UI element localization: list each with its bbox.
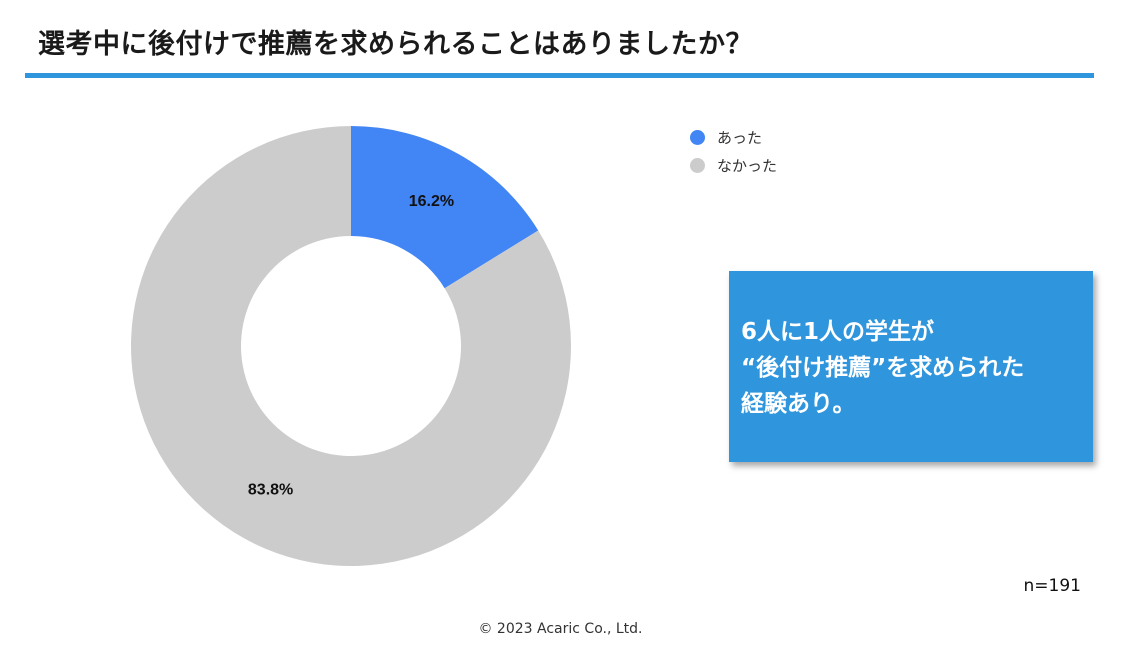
title-underline — [25, 73, 1094, 78]
page-title: 選考中に後付けで推薦を求められることはありましたか？ — [38, 29, 753, 60]
callout-line-3: 経験あり。 — [741, 391, 856, 417]
legend-label-nakatta: なかった — [717, 156, 778, 175]
callout-box: 6人に1人の学生が “後付け推薦”を求められた 経験あり。 — [729, 271, 1093, 462]
copyright-footer: © 2023 Acaric Co., Ltd. — [478, 621, 643, 637]
slice-label-atta: 16.2% — [409, 193, 454, 210]
callout-line-2: “後付け推薦”を求められた — [741, 355, 1025, 381]
legend-item-nakatta: なかった — [690, 151, 777, 179]
legend-label-atta: あった — [717, 128, 763, 147]
donut-slice-nakatta — [131, 126, 572, 566]
legend-item-atta: あった — [690, 123, 777, 151]
legend-marker-nakatta — [690, 157, 705, 173]
chart-legend: あった なかった — [690, 123, 777, 179]
legend-marker-atta — [690, 129, 705, 145]
callout-line-1: 6人に1人の学生が — [741, 319, 935, 345]
slice-label-nakatta: 83.8% — [248, 481, 293, 498]
sample-size: n=191 — [1023, 576, 1081, 596]
donut-slice-atta — [351, 126, 539, 289]
